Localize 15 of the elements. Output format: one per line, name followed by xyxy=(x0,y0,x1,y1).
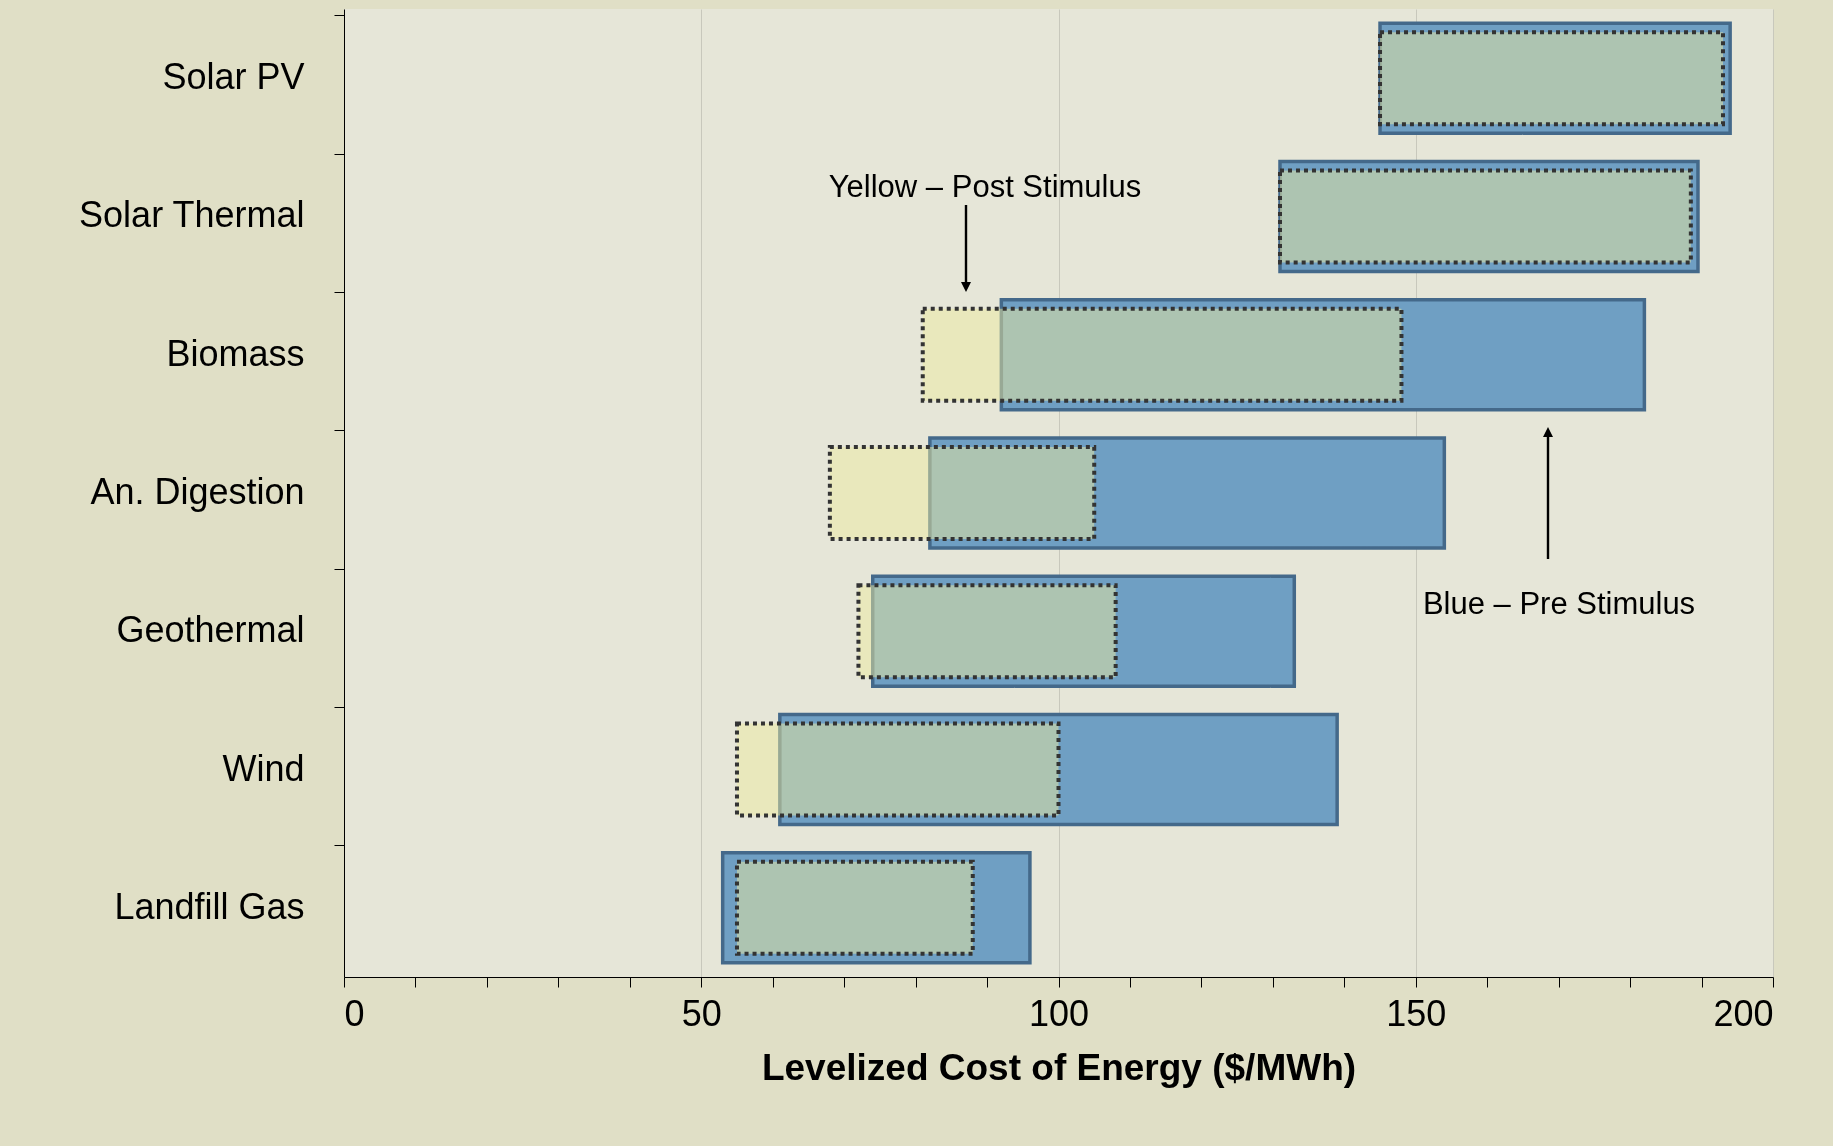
y-tick-label: Biomass xyxy=(166,332,305,374)
y-tick-label: Solar Thermal xyxy=(79,194,305,236)
y-tick-label: Landfill Gas xyxy=(114,885,305,927)
x-tick-label: 200 xyxy=(1713,992,1774,1034)
y-tick-label: An. Digestion xyxy=(90,471,305,512)
x-tick-label: 150 xyxy=(1386,992,1447,1034)
annotation: Blue – Pre Stimulus xyxy=(1422,586,1696,622)
x-tick-label: 50 xyxy=(681,992,722,1034)
x-tick-label: 100 xyxy=(1028,992,1090,1034)
x-axis-title: Levelized Cost of Energy ($/MWh) xyxy=(761,1046,1357,1088)
annotation: Yellow – Post Stimulus xyxy=(828,169,1142,205)
x-tick-label: 0 xyxy=(344,992,365,1034)
y-tick-label: Wind xyxy=(222,747,305,789)
y-tick-label: Solar PV xyxy=(162,56,305,98)
y-tick-label: Geothermal xyxy=(116,609,305,651)
